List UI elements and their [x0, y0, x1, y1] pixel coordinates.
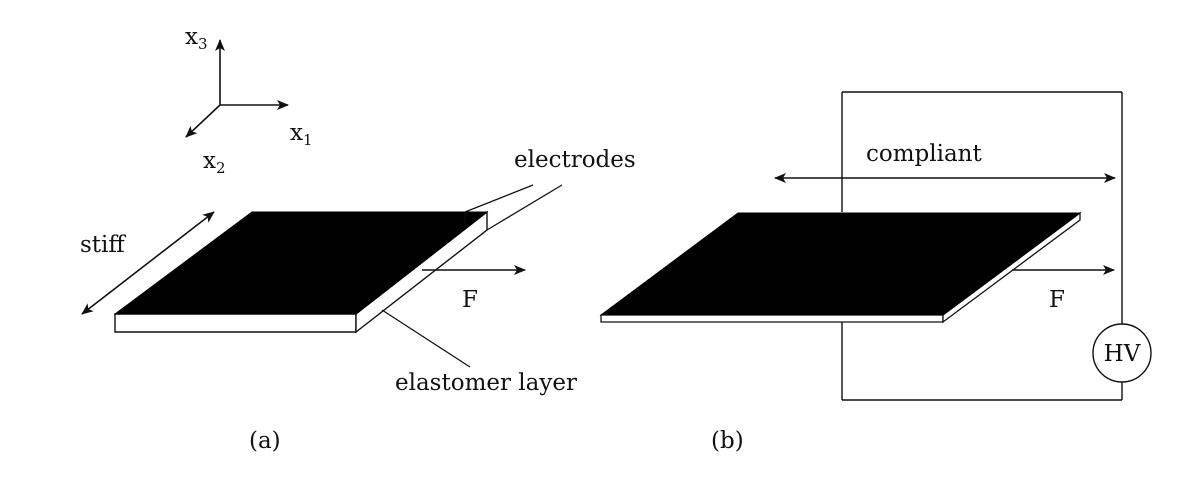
- electrodes-label: electrodes: [514, 147, 636, 173]
- electrodes-leader-bottom: [486, 184, 563, 231]
- stiff-label: stiff: [80, 232, 126, 258]
- force-label-a: F: [462, 287, 478, 313]
- top-electrode-b: [599, 212, 1082, 316]
- coordinate-axes: [185, 39, 289, 138]
- top-electrode: [113, 211, 489, 315]
- x2-axis-arrow: [185, 104, 221, 138]
- hv-source-label: HV: [1104, 341, 1141, 367]
- force-label-b: F: [1049, 287, 1065, 313]
- panel-b: HV compliant F (b): [599, 91, 1152, 454]
- x3-axis-label: x3: [185, 24, 208, 53]
- hv-source: [1092, 323, 1152, 383]
- elastomer-leader: [381, 309, 471, 368]
- compliant-label: compliant: [866, 141, 982, 167]
- elastomer-front-face: [114, 313, 357, 333]
- x1-axis-label: x1: [290, 120, 313, 149]
- elastomer-front-face-b: [600, 314, 944, 323]
- caption-b: (b): [711, 428, 744, 454]
- panel-a: stiff electrodes elastomer layer F (a): [80, 147, 636, 454]
- stiff-direction-arrow: [81, 211, 215, 315]
- caption-a: (a): [249, 428, 281, 454]
- x2-axis-label: x2: [203, 148, 226, 177]
- electrodes-leader-top: [464, 184, 534, 213]
- elastomer-layer-label: elastomer layer: [395, 370, 577, 396]
